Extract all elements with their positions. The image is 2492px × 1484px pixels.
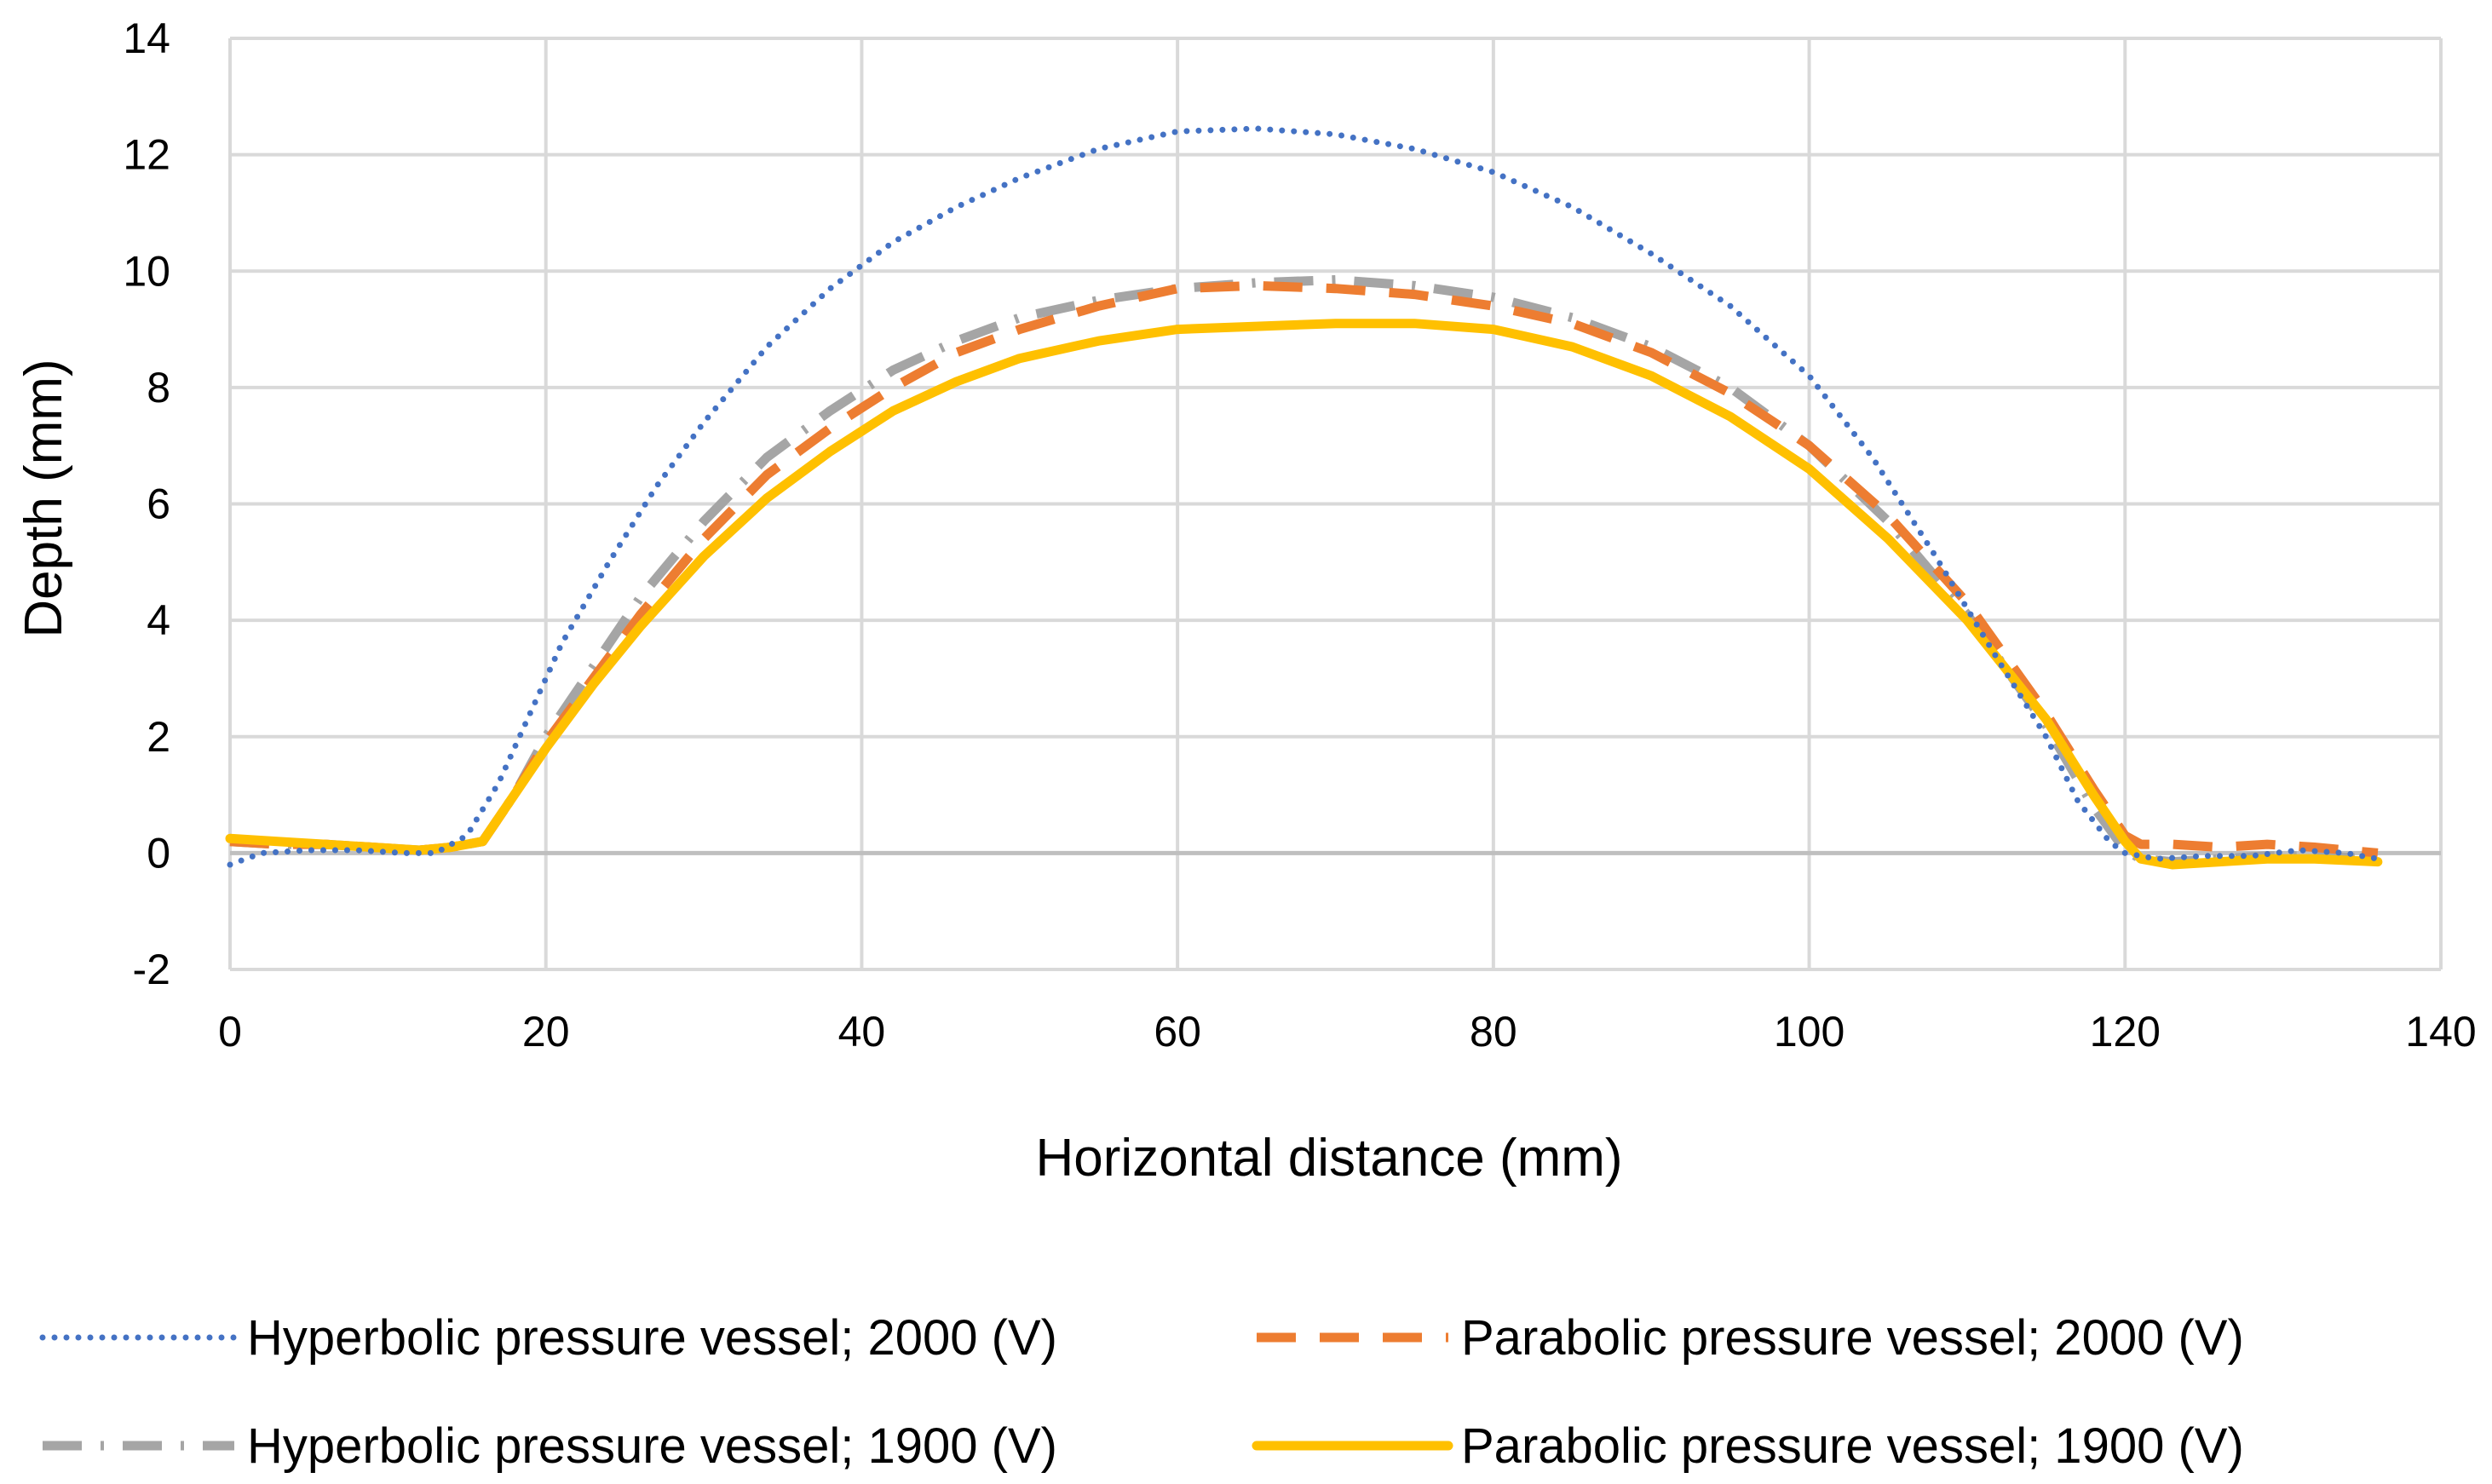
y-tick-label: 0 <box>147 829 170 877</box>
legend-item-1[interactable]: Hyperbolic pressure vessel; 2000 (V) <box>39 1310 1057 1366</box>
y-tick-label: 6 <box>147 480 170 528</box>
series-line-1 <box>227 125 2381 868</box>
x-tick-label: 60 <box>1154 1008 1201 1055</box>
legend-label: Parabolic pressure vessel; 1900 (V) <box>1461 1418 2244 1474</box>
series-line-4 <box>225 319 2383 870</box>
legend: Hyperbolic pressure vessel; 2000 (V) Para… <box>39 1310 2244 1474</box>
legend-item-2[interactable]: Parabolic pressure vessel; 2000 (V) <box>1257 1310 2244 1366</box>
legend-label: Parabolic pressure vessel; 2000 (V) <box>1461 1310 2244 1366</box>
y-axis-title: Depth (mm) <box>14 359 73 637</box>
x-tick-label: 20 <box>522 1008 570 1055</box>
gridlines <box>228 37 2443 971</box>
legend-label: Hyperbolic pressure vessel; 2000 (V) <box>247 1310 1057 1366</box>
x-tick-label: 140 <box>2405 1008 2476 1055</box>
y-tick-label: 10 <box>123 247 170 295</box>
x-tick-label: 120 <box>2090 1008 2161 1055</box>
legend-item-4[interactable]: Parabolic pressure vessel; 1900 (V) <box>1252 1418 2244 1474</box>
x-tick-label: 100 <box>1774 1008 1845 1055</box>
y-tick-label: -2 <box>133 946 170 993</box>
y-tick-label: 8 <box>147 364 170 411</box>
y-tick-label: 4 <box>147 596 170 644</box>
legend-label: Hyperbolic pressure vessel; 1900 (V) <box>247 1418 1057 1474</box>
x-tick-label: 80 <box>1470 1008 1517 1055</box>
y-tick-label: 2 <box>147 713 170 761</box>
x-tick-label: 40 <box>838 1008 886 1055</box>
x-axis-title: Horizontal distance (mm) <box>1035 1129 1622 1188</box>
legend-item-3[interactable]: Hyperbolic pressure vessel; 1900 (V) <box>43 1418 1057 1474</box>
x-tick-label: 0 <box>218 1008 242 1055</box>
tick-labels: 0 20 40 60 80 100 120 140 -2 0 2 4 6 8 10 12 14 <box>123 14 2476 1055</box>
y-tick-label: 12 <box>123 131 170 179</box>
y-tick-label: 14 <box>123 14 170 62</box>
series-group <box>225 125 2383 870</box>
